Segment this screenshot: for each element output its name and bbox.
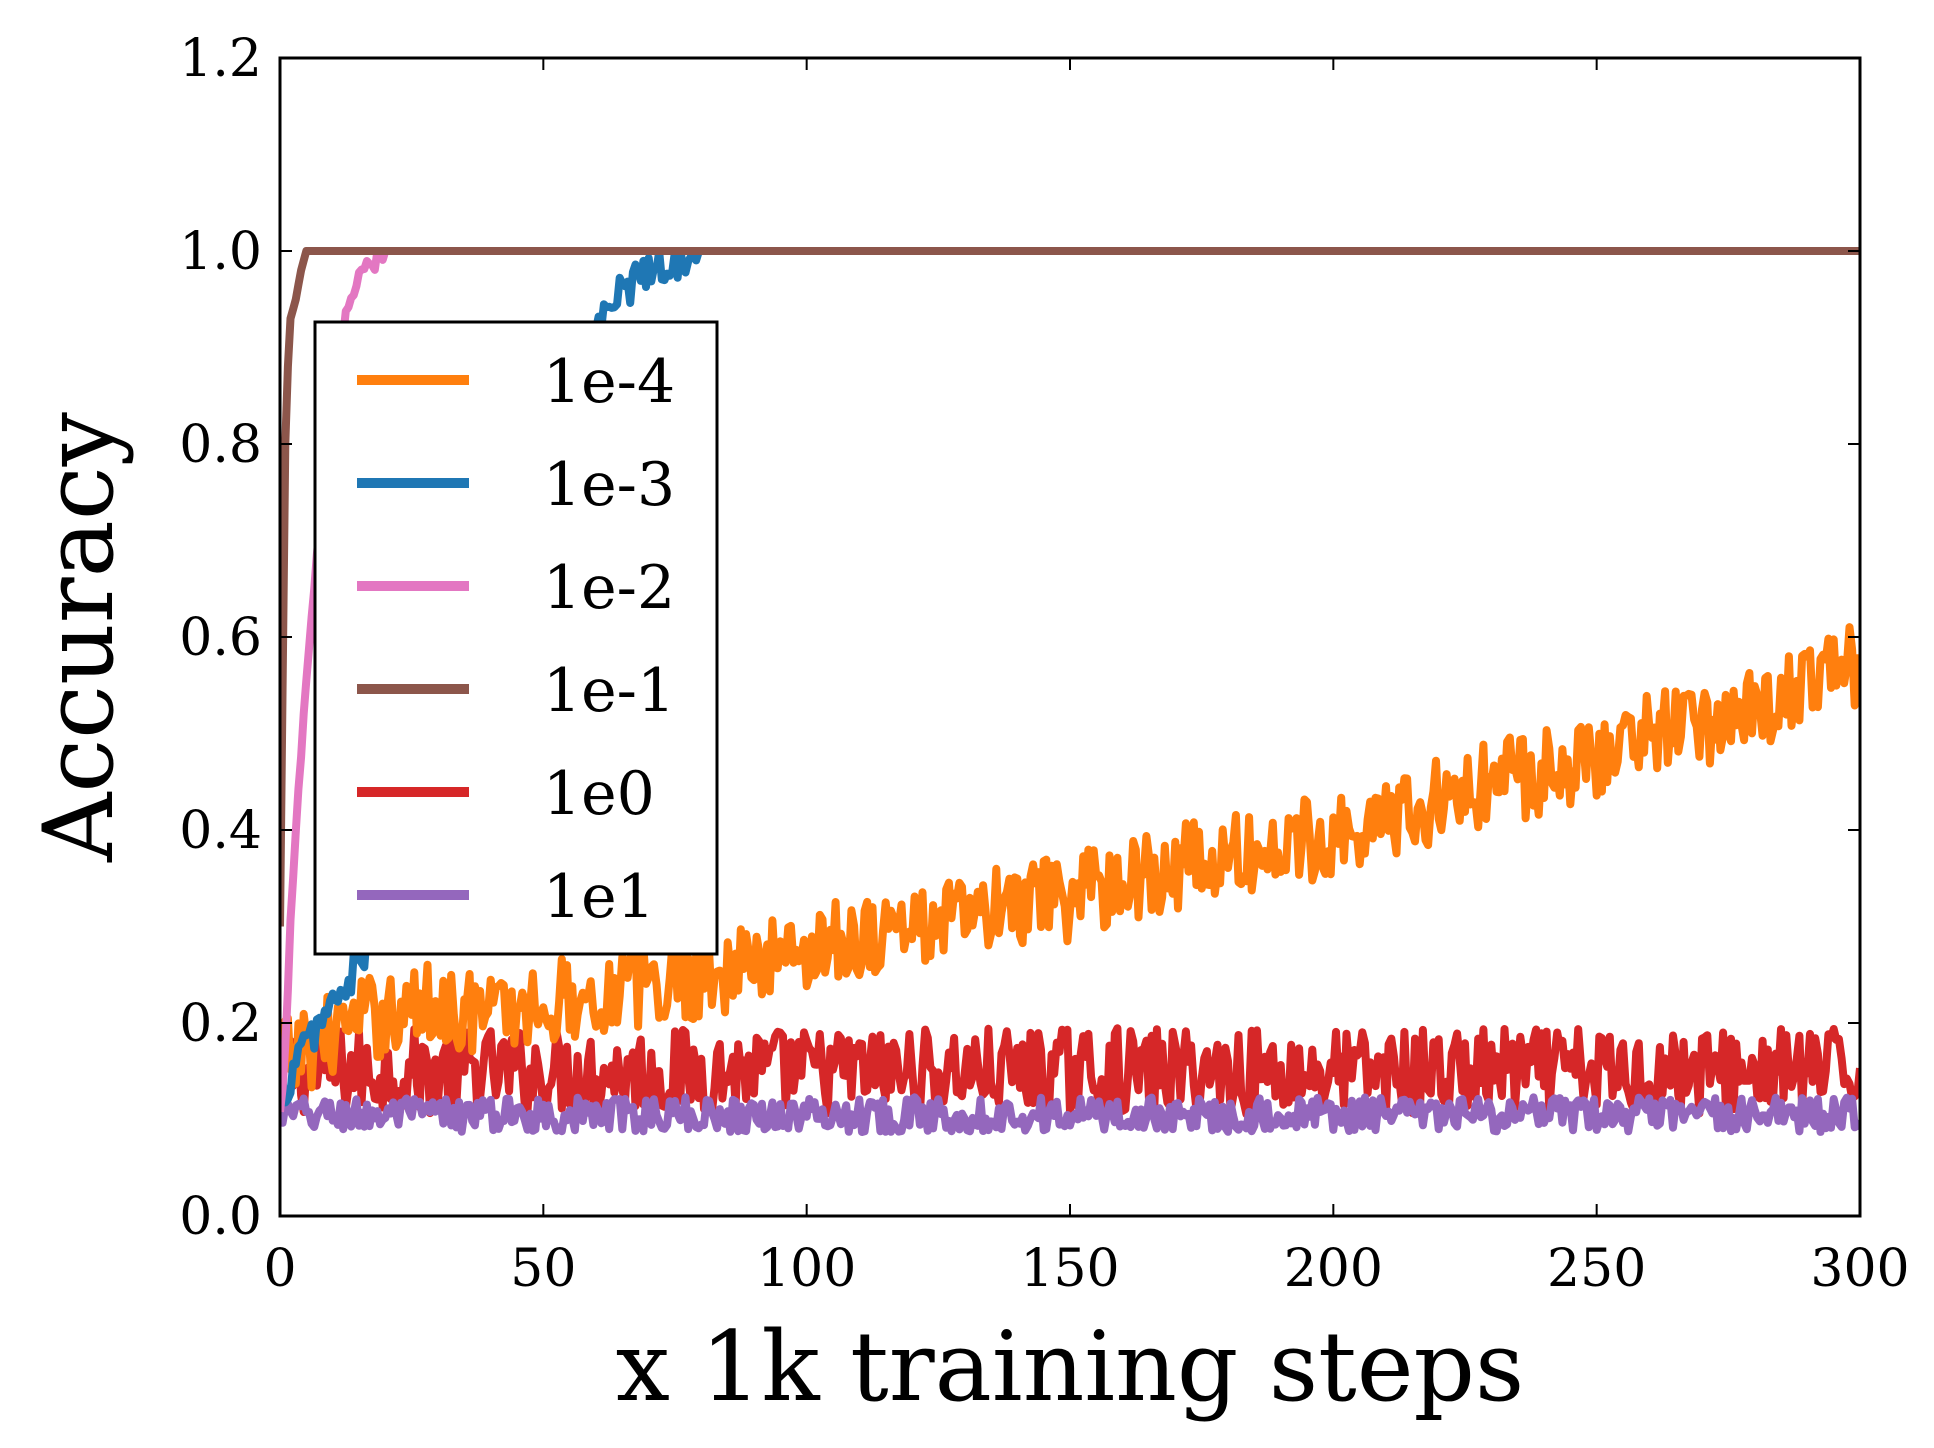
legend-label: 1e0 [543, 759, 655, 829]
ticks-layer: 0 50 100 150 200 250 300 0.0 0.2 0.4 0.6 0.8 1.0 1.2 [179, 29, 1909, 1299]
y-axis-label: Accuracy [23, 412, 135, 863]
x-tick-label: 0 [263, 1239, 296, 1299]
legend-box [313, 320, 719, 956]
x-tick-label: 150 [1020, 1239, 1119, 1299]
legend-label: 1e-3 [543, 450, 675, 520]
series-line-1e-1 [280, 247, 1860, 927]
x-tick-label: 200 [1284, 1239, 1383, 1299]
x-tick-label: 50 [510, 1239, 576, 1299]
x-tick-label: 250 [1547, 1239, 1646, 1299]
legend-label: 1e-4 [543, 347, 675, 417]
x-axis-label: x 1k training steps [616, 1311, 1525, 1423]
y-tick-label: 0.0 [179, 1187, 262, 1247]
x-tick-label: 100 [757, 1239, 856, 1299]
y-tick-label: 1.2 [179, 29, 262, 89]
y-tick-label: 0.6 [179, 608, 262, 668]
y-tick-label: 0.8 [179, 415, 262, 475]
x-tick-label: 300 [1810, 1239, 1909, 1299]
y-tick-label: 1.0 [179, 222, 262, 282]
y-tick-label: 0.2 [179, 994, 262, 1054]
legend-label: 1e1 [543, 862, 655, 932]
legend-label: 1e-2 [543, 553, 675, 623]
y-tick-label: 0.4 [179, 801, 262, 861]
legend-label: 1e-1 [543, 656, 675, 726]
series-line-1e1 [280, 1093, 1860, 1136]
legend: 1e-4 1e-3 1e-2 1e-1 1e0 1e1 [313, 320, 719, 956]
series-line-1e-4 [280, 623, 1860, 1092]
